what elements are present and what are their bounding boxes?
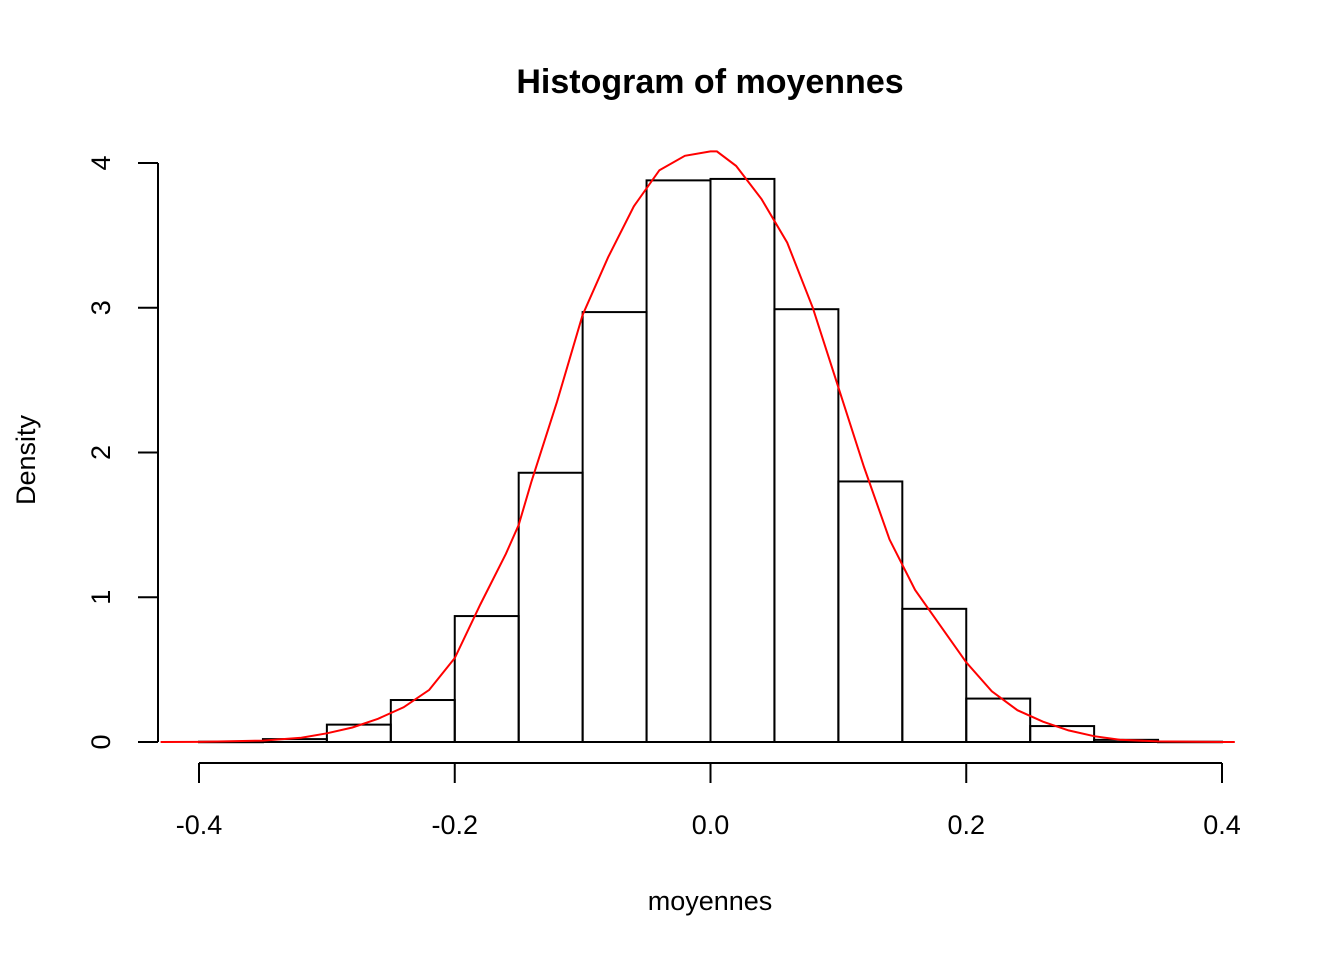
y-tick-label: 1 bbox=[86, 590, 116, 605]
histogram-bar bbox=[581, 311, 648, 743]
histogram-bar bbox=[453, 615, 520, 744]
histogram-bar bbox=[645, 179, 712, 743]
histogram-bars bbox=[198, 177, 1223, 744]
histogram-bar bbox=[325, 723, 392, 744]
histogram-bar bbox=[1029, 725, 1096, 744]
y-tick-label: 3 bbox=[86, 300, 116, 315]
x-tick-label: 0.0 bbox=[692, 810, 730, 840]
histogram-bar bbox=[901, 607, 968, 744]
x-axis: -0.4 -0.2 0.0 0.2 0.4 bbox=[176, 762, 1241, 840]
chart-title: Histogram of moyennes bbox=[516, 63, 903, 101]
density-curve bbox=[160, 150, 1235, 743]
histogram-bar bbox=[837, 480, 904, 743]
x-tick-label: 0.4 bbox=[1203, 810, 1241, 840]
x-tick-label: -0.4 bbox=[176, 810, 223, 840]
y-axis: 0 1 2 3 4 bbox=[86, 155, 159, 750]
histogram-bar bbox=[517, 471, 584, 743]
y-tick-label: 0 bbox=[86, 734, 116, 749]
y-tick-label: 4 bbox=[86, 155, 116, 170]
x-axis-label: moyennes bbox=[648, 886, 773, 916]
y-tick-label: 2 bbox=[86, 445, 116, 460]
histogram-bar bbox=[965, 697, 1032, 744]
histogram-bar bbox=[709, 177, 776, 744]
y-axis-label: Density bbox=[11, 414, 41, 505]
histogram-bar bbox=[389, 699, 456, 744]
x-tick-label: -0.2 bbox=[431, 810, 478, 840]
histogram-bar bbox=[773, 308, 840, 743]
x-tick-label: 0.2 bbox=[947, 810, 985, 840]
